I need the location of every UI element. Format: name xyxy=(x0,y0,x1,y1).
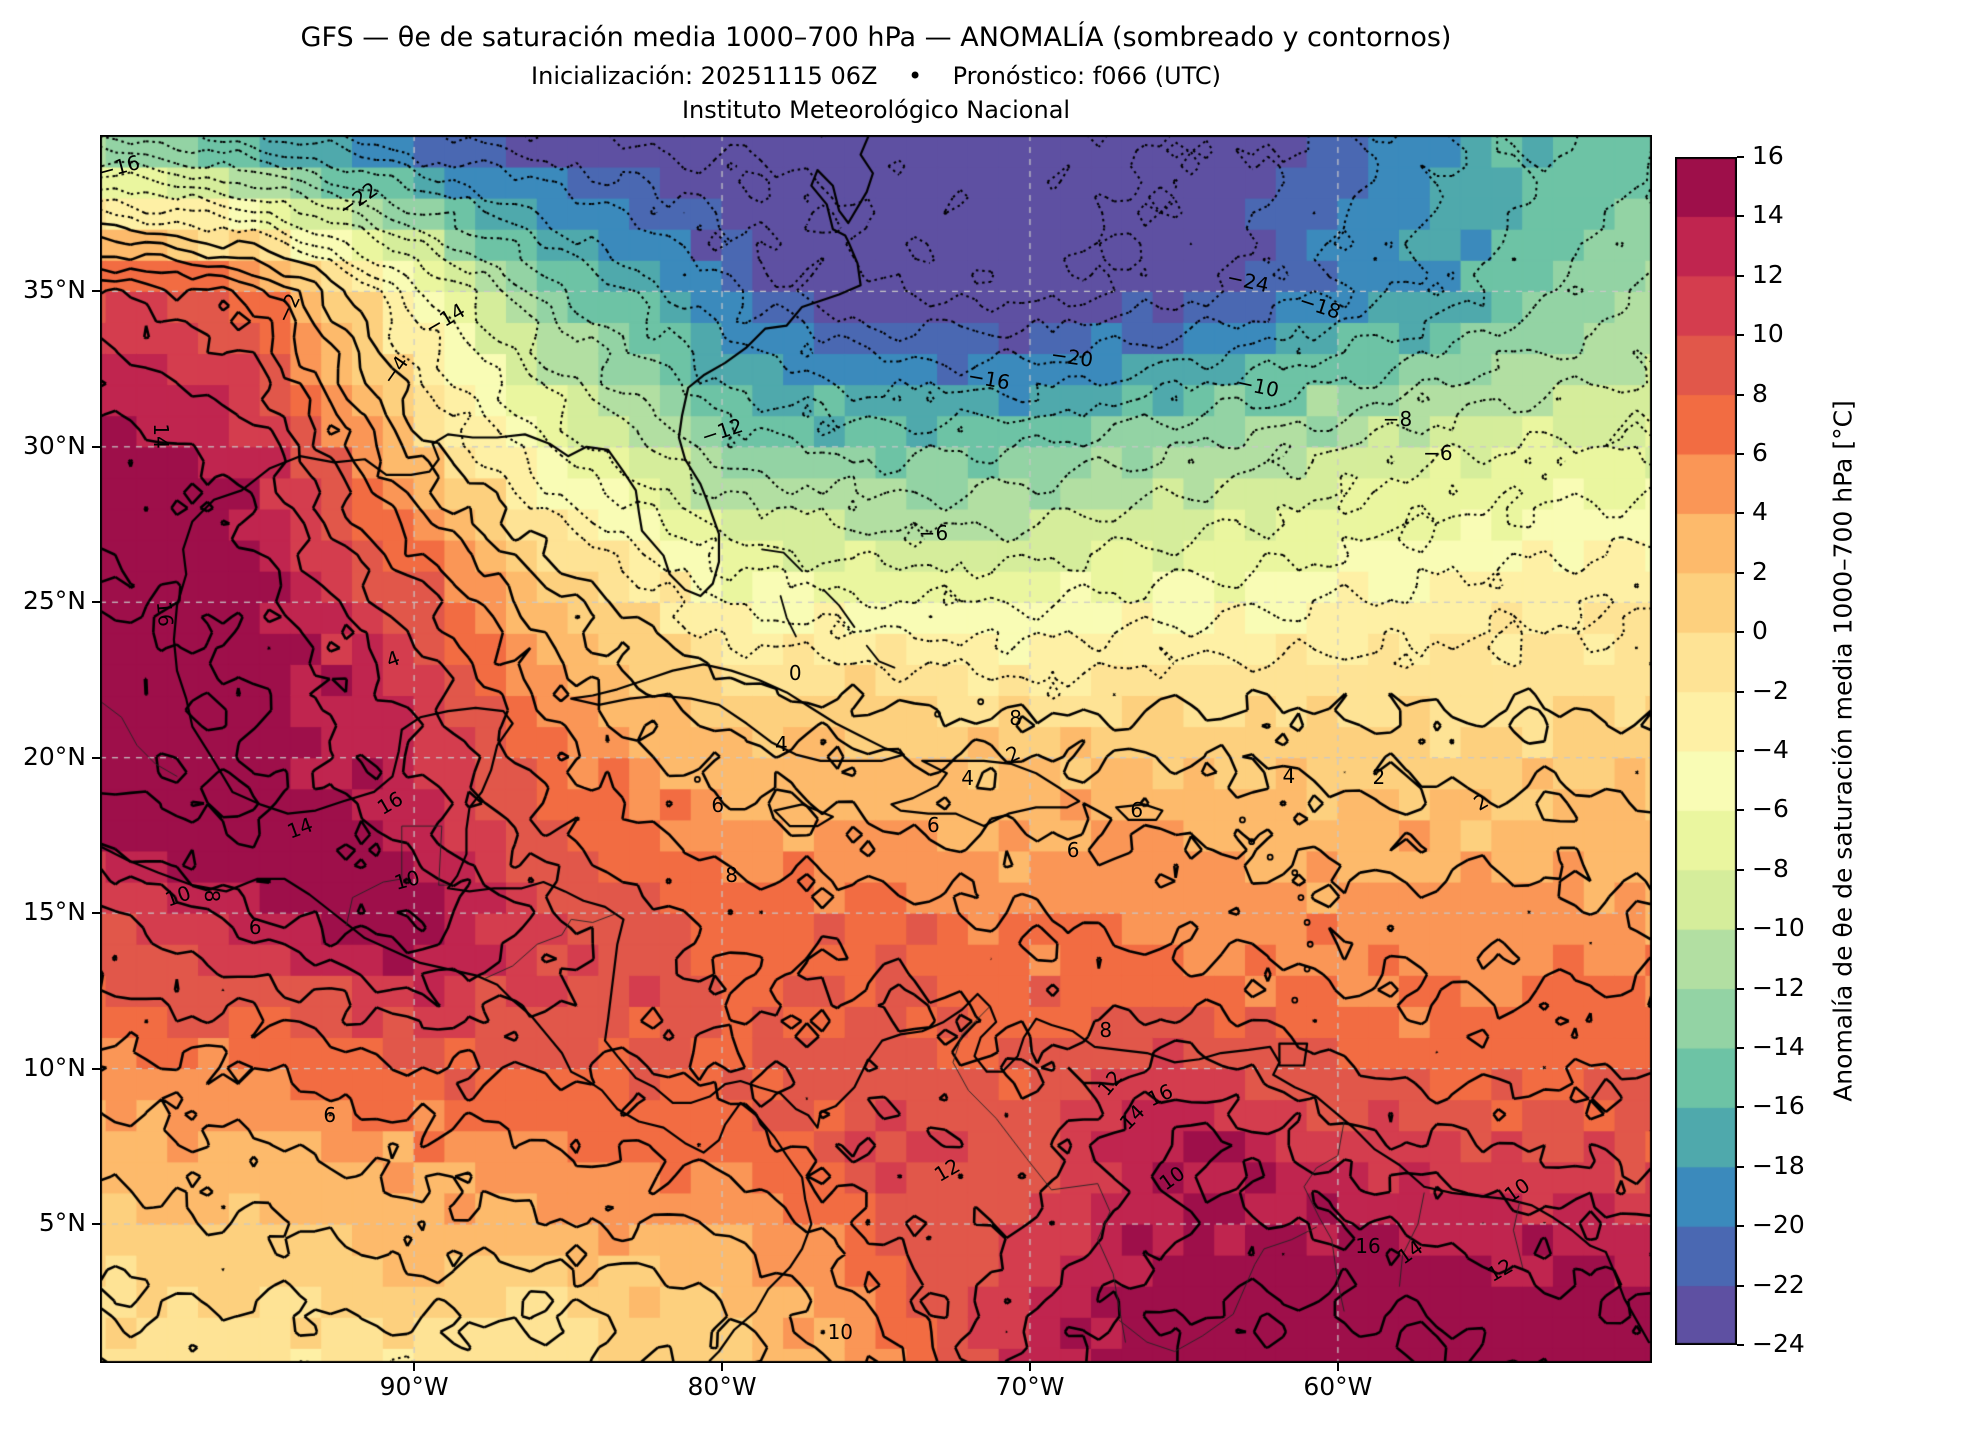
tick-mark xyxy=(1737,512,1744,515)
chart-subtitle-init: Inicialización: 20251115 06Z • Pronóstic… xyxy=(531,62,1221,90)
colorbar-canvas xyxy=(1675,157,1737,1345)
y-tick-label: 10°N xyxy=(22,1052,86,1082)
chart-subtitle-institute: Instituto Meteorológico Nacional xyxy=(681,96,1071,124)
y-tick-label: 15°N xyxy=(22,897,86,927)
tick-mark xyxy=(1737,1106,1744,1109)
colorbar-tick-label: −8 xyxy=(1752,853,1789,883)
colorbar-tick-label: −12 xyxy=(1752,972,1805,1002)
tick-mark xyxy=(92,601,100,604)
x-tick-label: 90°W xyxy=(379,1372,449,1401)
tick-mark xyxy=(1737,274,1744,277)
colorbar-tick-label: 6 xyxy=(1752,438,1768,467)
tick-mark xyxy=(92,1223,100,1226)
tick-mark xyxy=(1737,453,1744,455)
colorbar-tick-label: −24 xyxy=(1752,1329,1805,1358)
tick-mark xyxy=(1737,393,1744,396)
tick-mark xyxy=(1737,1284,1744,1287)
tick-mark xyxy=(1737,928,1744,931)
colorbar-tick-label: −16 xyxy=(1752,1091,1805,1121)
y-tick-label: 5°N xyxy=(38,1208,86,1238)
x-tick-label: 80°W xyxy=(687,1372,757,1401)
colorbar-tick-label: 0 xyxy=(1752,616,1768,646)
tick-mark xyxy=(92,445,100,448)
tick-mark xyxy=(1737,1165,1744,1168)
tick-mark xyxy=(1737,334,1744,337)
colorbar-label: Anomalía de θe de saturación media 1000–… xyxy=(1828,400,1858,1102)
colorbar-tick-label: 16 xyxy=(1752,141,1784,170)
tick-mark xyxy=(1336,1363,1339,1371)
colorbar-tick-label: −10 xyxy=(1752,913,1805,943)
colorbar-tick-label: 14 xyxy=(1752,200,1784,230)
tick-mark xyxy=(1737,1225,1744,1228)
colorbar-tick-label: −22 xyxy=(1752,1269,1805,1299)
tick-mark xyxy=(92,756,100,759)
y-tick-label: 35°N xyxy=(22,275,86,305)
colorbar-tick-label: 12 xyxy=(1752,259,1784,289)
chart-title: GFS — θe de saturación media 1000–700 hP… xyxy=(300,22,1452,53)
tick-mark xyxy=(1737,631,1744,634)
tick-mark xyxy=(1737,809,1744,812)
tick-mark xyxy=(1737,215,1744,218)
colorbar-tick-label: 4 xyxy=(1752,497,1768,527)
tick-mark xyxy=(413,1363,416,1371)
colorbar-tick-label: −14 xyxy=(1752,1032,1805,1061)
tick-mark xyxy=(1737,156,1744,158)
tick-mark xyxy=(721,1363,724,1371)
colorbar-tick-label: −18 xyxy=(1752,1150,1805,1180)
colorbar-tick-label: 2 xyxy=(1752,556,1768,586)
colorbar-tick-label: −6 xyxy=(1752,794,1789,824)
tick-mark xyxy=(1028,1363,1031,1371)
colorbar-tick-label: 8 xyxy=(1752,378,1768,408)
y-tick-label: 30°N xyxy=(22,430,86,460)
y-tick-label: 20°N xyxy=(22,741,86,771)
tick-mark xyxy=(1737,987,1744,990)
x-tick-label: 70°W xyxy=(995,1372,1065,1401)
map-canvas xyxy=(100,135,1652,1363)
colorbar-tick-label: −2 xyxy=(1752,675,1789,705)
tick-mark xyxy=(92,1067,100,1070)
colorbar-tick-label: −20 xyxy=(1752,1210,1805,1240)
colorbar-tick-label: 10 xyxy=(1752,319,1784,349)
x-tick-label: 60°W xyxy=(1303,1372,1373,1401)
tick-mark xyxy=(1737,571,1744,574)
tick-mark xyxy=(1737,868,1744,871)
colorbar-tick-label: −4 xyxy=(1752,735,1789,764)
y-tick-label: 25°N xyxy=(22,586,86,616)
tick-mark xyxy=(1737,1047,1744,1049)
tick-mark xyxy=(1737,690,1744,693)
tick-mark xyxy=(1737,1344,1744,1346)
tick-mark xyxy=(92,290,100,293)
tick-mark xyxy=(92,912,100,915)
tick-mark xyxy=(1737,750,1744,752)
